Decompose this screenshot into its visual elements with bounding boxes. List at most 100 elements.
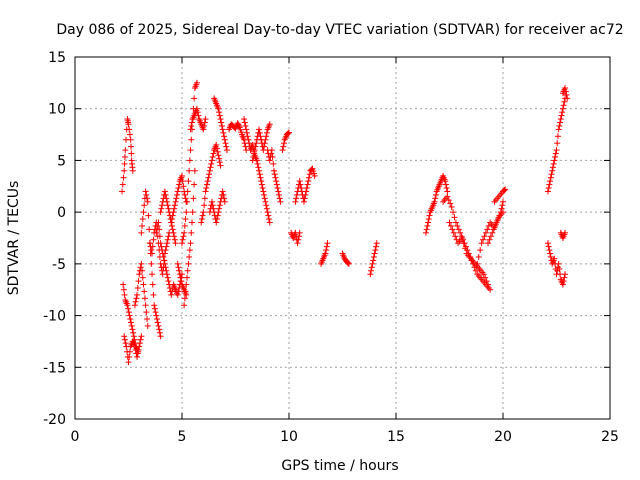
data-point-704 bbox=[555, 126, 562, 133]
data-point-183 bbox=[159, 202, 166, 209]
data-point-675 bbox=[497, 209, 504, 216]
data-point-365 bbox=[223, 143, 230, 150]
data-point-355 bbox=[216, 109, 223, 116]
data-point-396 bbox=[243, 129, 250, 136]
data-point-87 bbox=[144, 322, 151, 329]
y-tick-label--15: -15 bbox=[43, 360, 66, 376]
data-point-555 bbox=[423, 226, 430, 233]
data-point-439 bbox=[256, 129, 263, 136]
data-point-546 bbox=[368, 264, 375, 271]
data-point-273 bbox=[190, 195, 197, 202]
data-point-482 bbox=[286, 129, 292, 136]
data-point-469 bbox=[275, 188, 282, 195]
data-point-392 bbox=[241, 116, 248, 123]
data-point-222 bbox=[181, 191, 188, 198]
data-point-65 bbox=[136, 343, 143, 350]
data-point-247 bbox=[185, 178, 192, 185]
data-point-493 bbox=[295, 236, 302, 243]
data-point-305 bbox=[203, 185, 210, 192]
data-point-346 bbox=[221, 195, 228, 202]
data-point-593 bbox=[451, 214, 458, 221]
data-point-32 bbox=[127, 316, 134, 323]
data-point-730 bbox=[551, 255, 558, 262]
data-point-650 bbox=[478, 240, 485, 247]
data-point-428 bbox=[266, 219, 273, 226]
data-point-107 bbox=[151, 305, 158, 312]
data-point-588 bbox=[444, 193, 451, 200]
data-point-718 bbox=[562, 88, 569, 95]
data-point-347 bbox=[221, 198, 228, 205]
data-point-266 bbox=[185, 260, 192, 267]
data-point-78 bbox=[138, 260, 145, 267]
data-point-445 bbox=[261, 143, 268, 150]
data-point-512 bbox=[303, 185, 310, 192]
data-point-83 bbox=[141, 295, 148, 302]
x-tick-label-15: 15 bbox=[387, 429, 405, 445]
data-point-203 bbox=[168, 219, 175, 226]
data-point-644 bbox=[482, 274, 489, 281]
data-point-595 bbox=[454, 222, 461, 229]
data-point-312 bbox=[208, 160, 215, 167]
data-point-246 bbox=[184, 188, 191, 195]
data-point-678 bbox=[500, 198, 506, 205]
data-point-250 bbox=[187, 147, 194, 154]
data-point-3 bbox=[121, 167, 128, 174]
data-point-335 bbox=[213, 219, 220, 226]
data-point-110 bbox=[154, 316, 161, 323]
data-point-492 bbox=[294, 240, 301, 247]
data-point-513 bbox=[304, 181, 311, 188]
data-point-581 bbox=[442, 178, 449, 185]
data-point-705 bbox=[556, 122, 563, 129]
data-point-259 bbox=[193, 79, 200, 86]
data-point-467 bbox=[273, 181, 280, 188]
data-points bbox=[119, 79, 571, 366]
data-point-230 bbox=[178, 278, 185, 285]
data-point-229 bbox=[177, 274, 184, 281]
data-point-141 bbox=[164, 236, 171, 243]
data-point-207 bbox=[171, 205, 178, 212]
data-point-509 bbox=[301, 195, 308, 202]
data-point-213 bbox=[175, 185, 182, 192]
y-tick-label-10: 10 bbox=[48, 102, 66, 118]
data-point-553 bbox=[373, 240, 380, 247]
data-point-379 bbox=[234, 120, 241, 127]
data-point-703 bbox=[554, 133, 561, 140]
data-point-591 bbox=[448, 203, 455, 210]
data-point-464 bbox=[271, 171, 278, 178]
data-point-551 bbox=[372, 247, 379, 254]
data-point-669 bbox=[489, 229, 496, 236]
data-point-429 bbox=[249, 157, 256, 164]
data-point-285 bbox=[193, 105, 200, 112]
data-point-219 bbox=[179, 178, 186, 185]
data-point-75 bbox=[136, 271, 143, 278]
data-point-473 bbox=[279, 147, 286, 154]
data-point-643 bbox=[480, 271, 487, 278]
data-point-533 bbox=[324, 240, 331, 247]
data-point-189 bbox=[163, 195, 170, 202]
data-point-725 bbox=[547, 253, 554, 260]
plot-frame bbox=[74, 56, 611, 420]
data-point-447 bbox=[262, 136, 269, 143]
data-point-1 bbox=[119, 181, 126, 188]
data-point-84 bbox=[142, 302, 149, 309]
data-point-299 bbox=[198, 216, 205, 223]
data-point-504 bbox=[298, 185, 305, 192]
data-point-211 bbox=[174, 191, 181, 198]
data-point-596 bbox=[455, 226, 462, 233]
data-point-566 bbox=[431, 198, 438, 205]
data-point-554 bbox=[422, 229, 429, 236]
data-point-90 bbox=[139, 216, 146, 223]
data-point-597 bbox=[457, 229, 464, 236]
data-point-471 bbox=[276, 195, 283, 202]
data-point-508 bbox=[300, 198, 307, 205]
data-point-354 bbox=[215, 105, 222, 112]
data-point-119 bbox=[149, 250, 156, 257]
data-point-315 bbox=[210, 150, 217, 157]
data-point-37 bbox=[130, 333, 137, 340]
data-point-557 bbox=[425, 219, 432, 226]
data-point-208 bbox=[171, 202, 178, 209]
data-point-618 bbox=[487, 286, 494, 293]
data-point-724 bbox=[547, 250, 554, 257]
data-point-363 bbox=[221, 136, 228, 143]
chart-title: Day 086 of 2025, Sidereal Day-to-day VTE… bbox=[56, 22, 623, 38]
